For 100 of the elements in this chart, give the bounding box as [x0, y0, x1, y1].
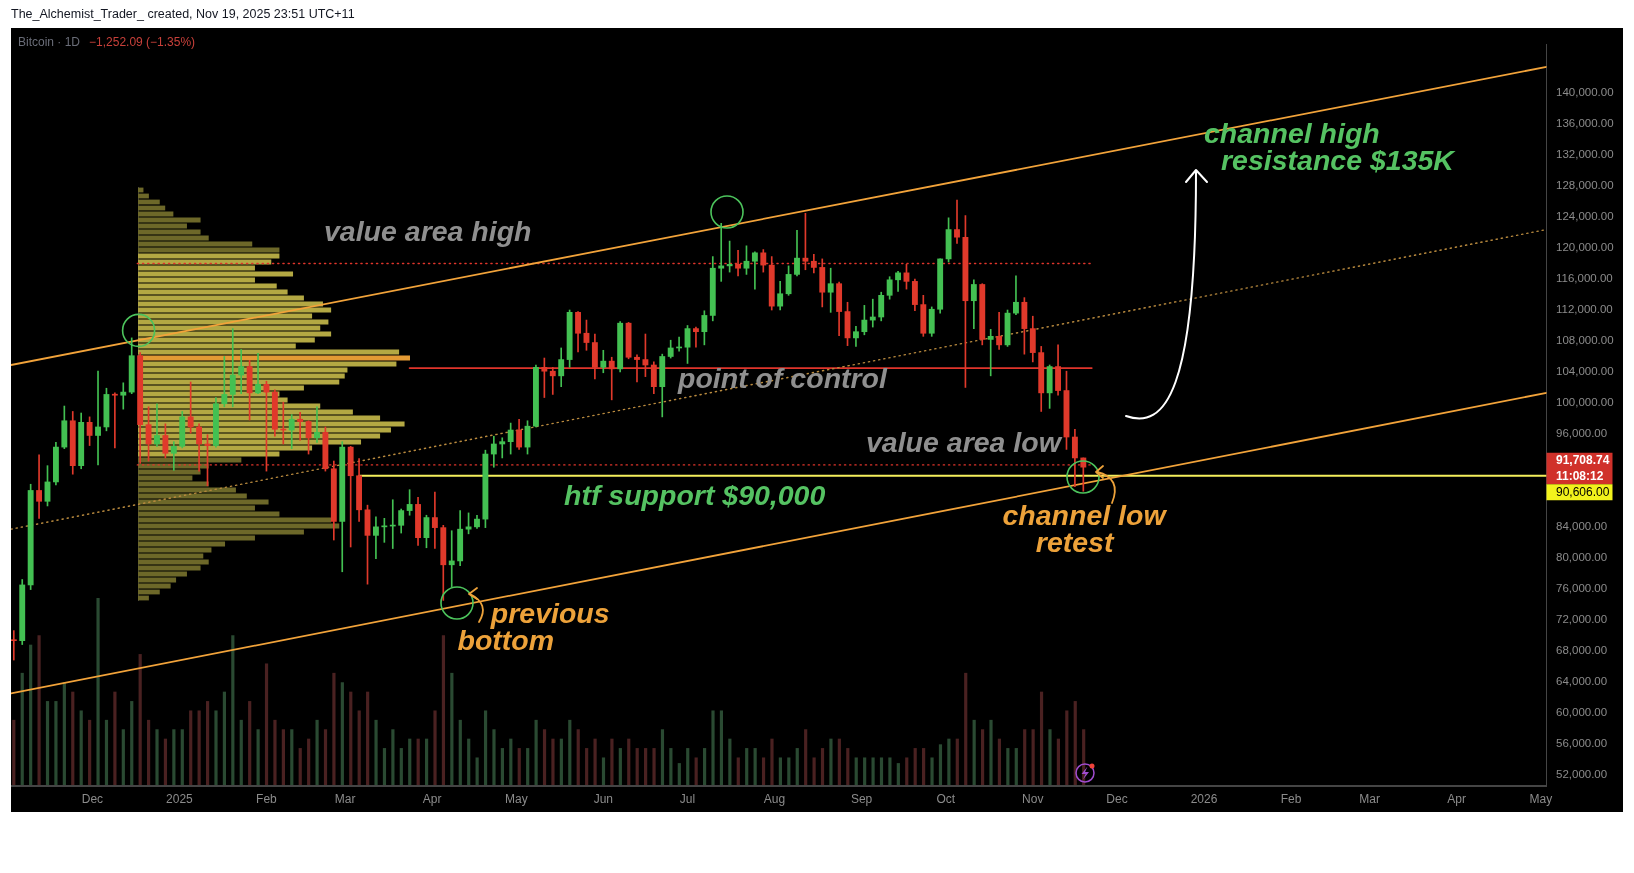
bar	[1014, 748, 1018, 786]
text: 90,606.00	[1556, 484, 1610, 499]
bar	[1039, 691, 1044, 786]
bar	[922, 748, 926, 786]
x-tick-label: Apr	[422, 792, 442, 807]
bar	[542, 729, 547, 786]
bar	[62, 682, 66, 786]
bar	[492, 729, 496, 786]
bar	[677, 763, 681, 786]
bar	[753, 748, 757, 786]
candlestick	[314, 406, 320, 443]
bar	[888, 757, 892, 786]
bar	[273, 719, 277, 786]
bar	[635, 748, 639, 786]
bar	[660, 729, 665, 786]
bar	[441, 635, 446, 786]
candlestick	[297, 411, 304, 441]
bar	[256, 729, 260, 786]
bar	[745, 748, 749, 786]
bar	[349, 691, 353, 786]
bar	[972, 719, 976, 786]
bar	[467, 738, 471, 786]
bar	[357, 710, 361, 786]
bar	[340, 682, 344, 786]
bar	[104, 719, 109, 786]
bar	[450, 672, 454, 786]
bar	[964, 672, 968, 786]
x-tick-label: Aug	[763, 792, 786, 807]
bar	[222, 691, 227, 786]
candlestick	[36, 454, 43, 519]
bar	[205, 701, 210, 786]
bar	[147, 719, 151, 786]
bar	[829, 738, 833, 786]
bar	[905, 757, 909, 786]
candlestick	[95, 370, 101, 466]
candlestick	[120, 382, 127, 410]
candlestick	[499, 437, 506, 459]
bar	[180, 729, 184, 786]
bar	[896, 763, 900, 786]
bar	[483, 710, 488, 786]
bar	[702, 748, 707, 786]
candlestick	[238, 349, 245, 394]
bar	[45, 701, 50, 786]
bar	[54, 701, 58, 786]
bar	[1065, 710, 1069, 786]
bar	[989, 719, 993, 786]
bar	[778, 757, 782, 786]
bar	[214, 710, 218, 786]
y-tick-label: 76,000.00	[1556, 581, 1608, 594]
bar	[323, 729, 328, 786]
bar	[29, 644, 33, 786]
bar	[863, 757, 867, 786]
bar	[163, 738, 168, 786]
bar	[795, 748, 799, 786]
bar	[433, 710, 437, 786]
y-tick-label: 104,000.00	[1556, 365, 1614, 378]
bar	[138, 654, 142, 786]
bar	[980, 729, 985, 786]
bar	[307, 738, 311, 786]
y-tick-label: 100,000.00	[1556, 396, 1614, 409]
candlestick	[718, 222, 725, 282]
annotation: −1,252.09 (−1.35%)	[89, 35, 196, 49]
bar	[88, 719, 92, 786]
bar	[1048, 729, 1052, 786]
y-tick-label: 108,000.00	[1556, 334, 1614, 347]
bar	[290, 729, 294, 786]
bar	[593, 738, 597, 786]
x-tick-label: 2025	[166, 792, 194, 807]
bar	[534, 719, 538, 786]
y-tick-label: 96,000.00	[1556, 427, 1608, 440]
bar	[172, 729, 176, 786]
bar	[374, 719, 378, 786]
bar	[248, 701, 252, 786]
bar	[686, 748, 690, 786]
bar	[854, 757, 858, 786]
x-tick-label: Mar	[1359, 792, 1380, 807]
candlestick	[372, 516, 379, 559]
bar	[475, 757, 479, 786]
y-tick-label: 128,000.00	[1556, 179, 1614, 192]
bar	[559, 738, 563, 786]
x-tick-label: Feb	[256, 792, 278, 807]
annotation: previous bottom	[457, 597, 610, 657]
candlestick	[154, 403, 160, 447]
bar	[770, 738, 774, 786]
bar	[787, 757, 791, 786]
bar	[644, 748, 648, 786]
y-tick-label: 52,000.00	[1556, 767, 1608, 780]
bar	[820, 748, 825, 786]
bar	[728, 738, 732, 786]
bar	[382, 748, 387, 786]
y-tick-label: 60,000.00	[1556, 705, 1608, 718]
bar	[568, 719, 572, 786]
bar	[736, 757, 740, 786]
y-tick-label: 68,000.00	[1556, 643, 1608, 656]
bar	[694, 757, 698, 786]
annotation: point of control	[678, 361, 887, 394]
bar	[871, 757, 875, 786]
annotation: channel low retest	[1002, 499, 1166, 558]
x-tick-label: Apr	[1447, 792, 1467, 807]
bar	[955, 738, 959, 786]
